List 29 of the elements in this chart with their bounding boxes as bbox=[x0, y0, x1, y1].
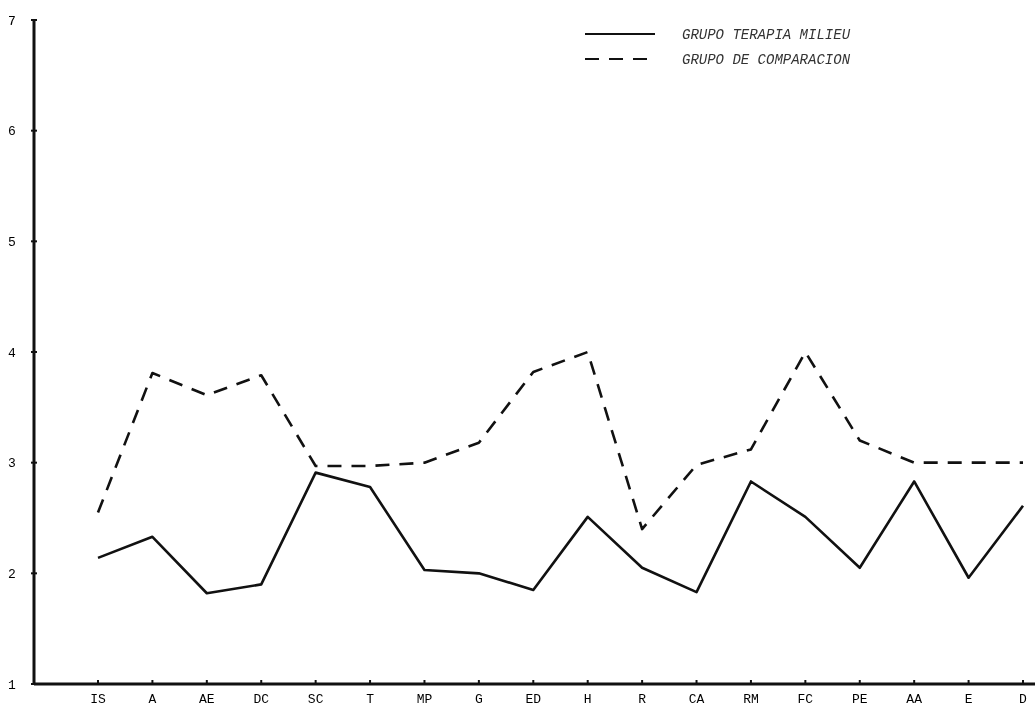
x-tick-label: T bbox=[366, 692, 375, 707]
y-tick-label: 1 bbox=[8, 677, 17, 693]
x-tick-label: DC bbox=[253, 692, 270, 707]
legend-label: GRUPO DE COMPARACION bbox=[682, 51, 851, 68]
line-series bbox=[96, 471, 1025, 595]
y-tick-label: 2 bbox=[8, 566, 16, 582]
x-tick-label: H bbox=[583, 692, 592, 707]
y-tick-label: 3 bbox=[8, 456, 16, 472]
x-tick-label: RM bbox=[743, 692, 759, 707]
x-tick-label: A bbox=[148, 692, 157, 707]
x-tick-label: FC bbox=[797, 692, 814, 707]
x-tick-label: G bbox=[474, 692, 483, 707]
x-tick-label: AA bbox=[906, 692, 923, 707]
x-tick-label: CA bbox=[688, 692, 705, 707]
line-series bbox=[96, 350, 1025, 531]
x-tick-label: SC bbox=[307, 692, 324, 707]
y-tick-label: 5 bbox=[8, 234, 16, 250]
x-tick-label: PE bbox=[851, 692, 868, 707]
x-tick-label: ED bbox=[525, 692, 542, 707]
y-tick-label: 4 bbox=[8, 345, 17, 361]
x-tick-label: R bbox=[638, 692, 647, 707]
y-tick-label: 7 bbox=[8, 13, 16, 29]
legend-label: GRUPO TERAPIA MILIEU bbox=[682, 26, 851, 43]
x-tick-label: MP bbox=[416, 692, 433, 707]
x-tick-label: E bbox=[964, 692, 973, 707]
x-tick-label: D bbox=[1019, 692, 1028, 707]
x-tick-label: IS bbox=[90, 692, 106, 707]
y-tick-label: 6 bbox=[8, 124, 16, 140]
x-tick-label: AE bbox=[199, 692, 215, 707]
